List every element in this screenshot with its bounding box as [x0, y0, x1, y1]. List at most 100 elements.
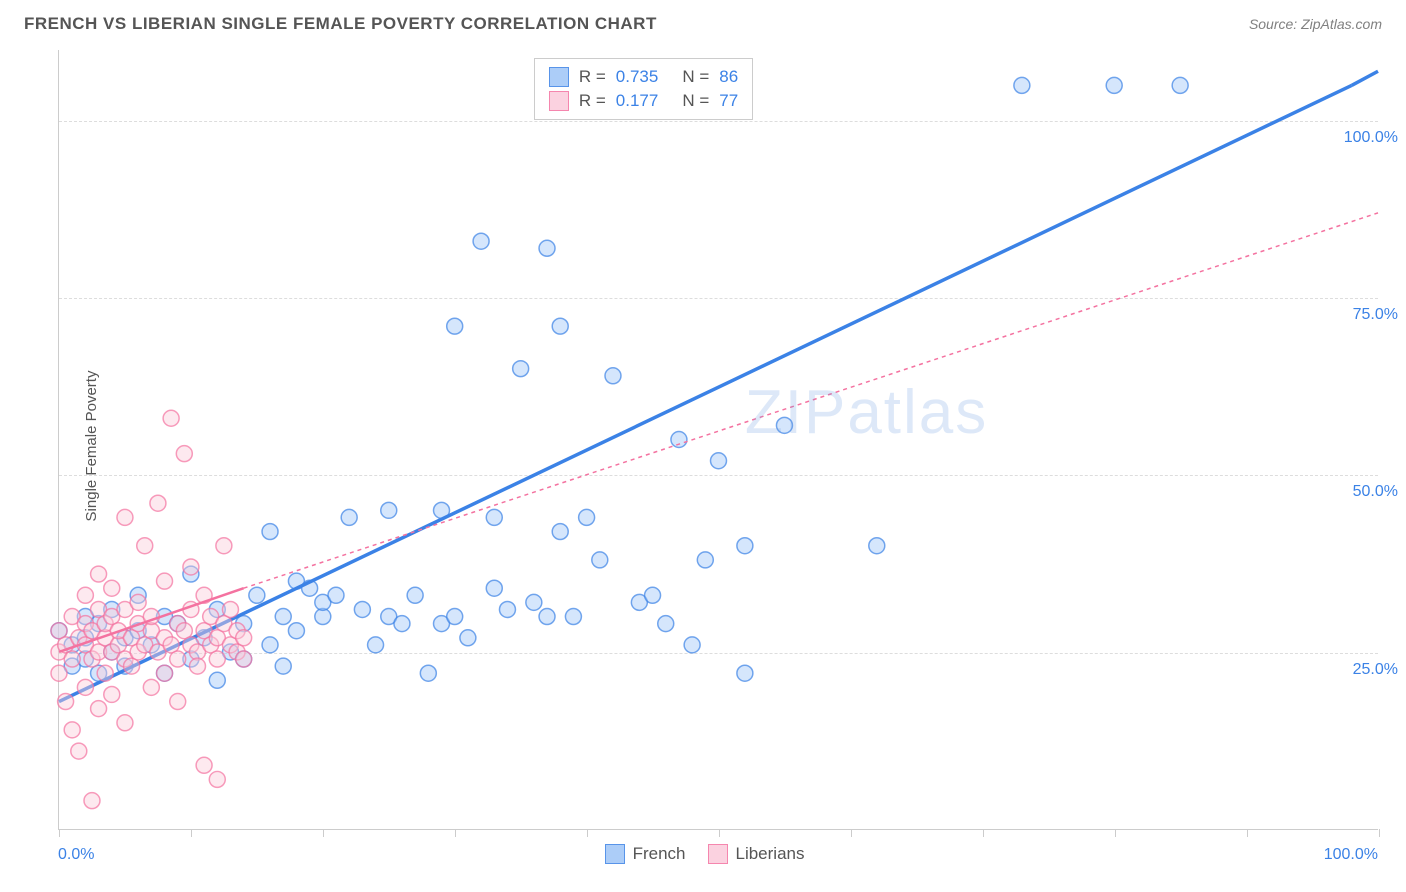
data-point	[117, 509, 133, 525]
x-tick	[983, 829, 984, 837]
x-tick	[191, 829, 192, 837]
data-point	[697, 552, 713, 568]
data-point	[539, 609, 555, 625]
stat-n-label: N =	[682, 91, 709, 111]
chart-title: FRENCH VS LIBERIAN SINGLE FEMALE POVERTY…	[24, 14, 657, 34]
data-point	[170, 651, 186, 667]
y-tick-label: 100.0%	[1344, 129, 1398, 147]
data-point	[737, 538, 753, 554]
x-tick	[1115, 829, 1116, 837]
data-point	[658, 616, 674, 632]
data-point	[684, 637, 700, 653]
legend-label: French	[633, 844, 686, 864]
regression-line	[59, 85, 1352, 701]
data-point	[552, 318, 568, 334]
stat-r-label: R =	[579, 67, 606, 87]
data-point	[77, 587, 93, 603]
data-point	[209, 651, 225, 667]
data-point	[170, 694, 186, 710]
data-point	[176, 446, 192, 462]
data-point	[91, 701, 107, 717]
data-point	[163, 410, 179, 426]
data-point	[341, 509, 357, 525]
x-tick	[323, 829, 324, 837]
data-point	[407, 587, 423, 603]
data-point	[262, 637, 278, 653]
data-point	[1172, 77, 1188, 93]
data-point	[526, 594, 542, 610]
data-point	[1014, 77, 1030, 93]
data-point	[157, 665, 173, 681]
data-point	[737, 665, 753, 681]
data-point	[539, 240, 555, 256]
x-axis-min-label: 0.0%	[58, 846, 94, 864]
legend-item: Liberians	[708, 844, 805, 864]
legend-swatch	[605, 844, 625, 864]
scatter-layer	[59, 50, 1378, 829]
stats-row: R =0.177N =77	[549, 89, 738, 113]
x-tick	[59, 829, 60, 837]
data-point	[275, 609, 291, 625]
data-point	[137, 538, 153, 554]
y-tick-label: 50.0%	[1353, 483, 1398, 501]
data-point	[143, 679, 159, 695]
data-point	[368, 637, 384, 653]
x-tick	[719, 829, 720, 837]
data-point	[262, 524, 278, 540]
series-legend: French Liberians	[605, 844, 805, 864]
data-point	[236, 651, 252, 667]
data-point	[288, 623, 304, 639]
data-point	[51, 665, 67, 681]
data-point	[1106, 77, 1122, 93]
data-point	[196, 757, 212, 773]
title-bar: FRENCH VS LIBERIAN SINGLE FEMALE POVERTY…	[24, 14, 1382, 34]
stat-n-label: N =	[682, 67, 709, 87]
data-point	[776, 417, 792, 433]
regression-line-extrapolated	[1352, 71, 1378, 85]
x-tick	[1379, 829, 1380, 837]
data-point	[869, 538, 885, 554]
legend-swatch	[708, 844, 728, 864]
stat-r-value: 0.177	[616, 91, 659, 111]
data-point	[565, 609, 581, 625]
stat-n-value: 86	[719, 67, 738, 87]
data-point	[447, 318, 463, 334]
data-point	[328, 587, 344, 603]
data-point	[150, 495, 166, 511]
stats-row: R =0.735N =86	[549, 65, 738, 89]
data-point	[222, 601, 238, 617]
data-point	[216, 538, 232, 554]
data-point	[104, 580, 120, 596]
data-point	[711, 453, 727, 469]
data-point	[157, 573, 173, 589]
data-point	[117, 715, 133, 731]
data-point	[486, 509, 502, 525]
data-point	[77, 679, 93, 695]
x-tick	[455, 829, 456, 837]
data-point	[513, 361, 529, 377]
data-point	[473, 233, 489, 249]
legend-swatch	[549, 91, 569, 111]
data-point	[592, 552, 608, 568]
data-point	[486, 580, 502, 596]
data-point	[236, 630, 252, 646]
chart-container: FRENCH VS LIBERIAN SINGLE FEMALE POVERTY…	[0, 0, 1406, 892]
plot-area: ZIPatlas R =0.735N =86R =0.177N =77	[58, 50, 1378, 830]
data-point	[84, 793, 100, 809]
data-point	[394, 616, 410, 632]
data-point	[249, 587, 265, 603]
data-point	[605, 368, 621, 384]
data-point	[190, 658, 206, 674]
data-point	[104, 686, 120, 702]
data-point	[64, 651, 80, 667]
stat-r-label: R =	[579, 91, 606, 111]
data-point	[579, 509, 595, 525]
data-point	[381, 502, 397, 518]
y-tick-label: 25.0%	[1353, 661, 1398, 679]
x-tick	[587, 829, 588, 837]
data-point	[64, 722, 80, 738]
stats-legend: R =0.735N =86R =0.177N =77	[534, 58, 753, 120]
data-point	[71, 743, 87, 759]
data-point	[183, 559, 199, 575]
data-point	[275, 658, 291, 674]
